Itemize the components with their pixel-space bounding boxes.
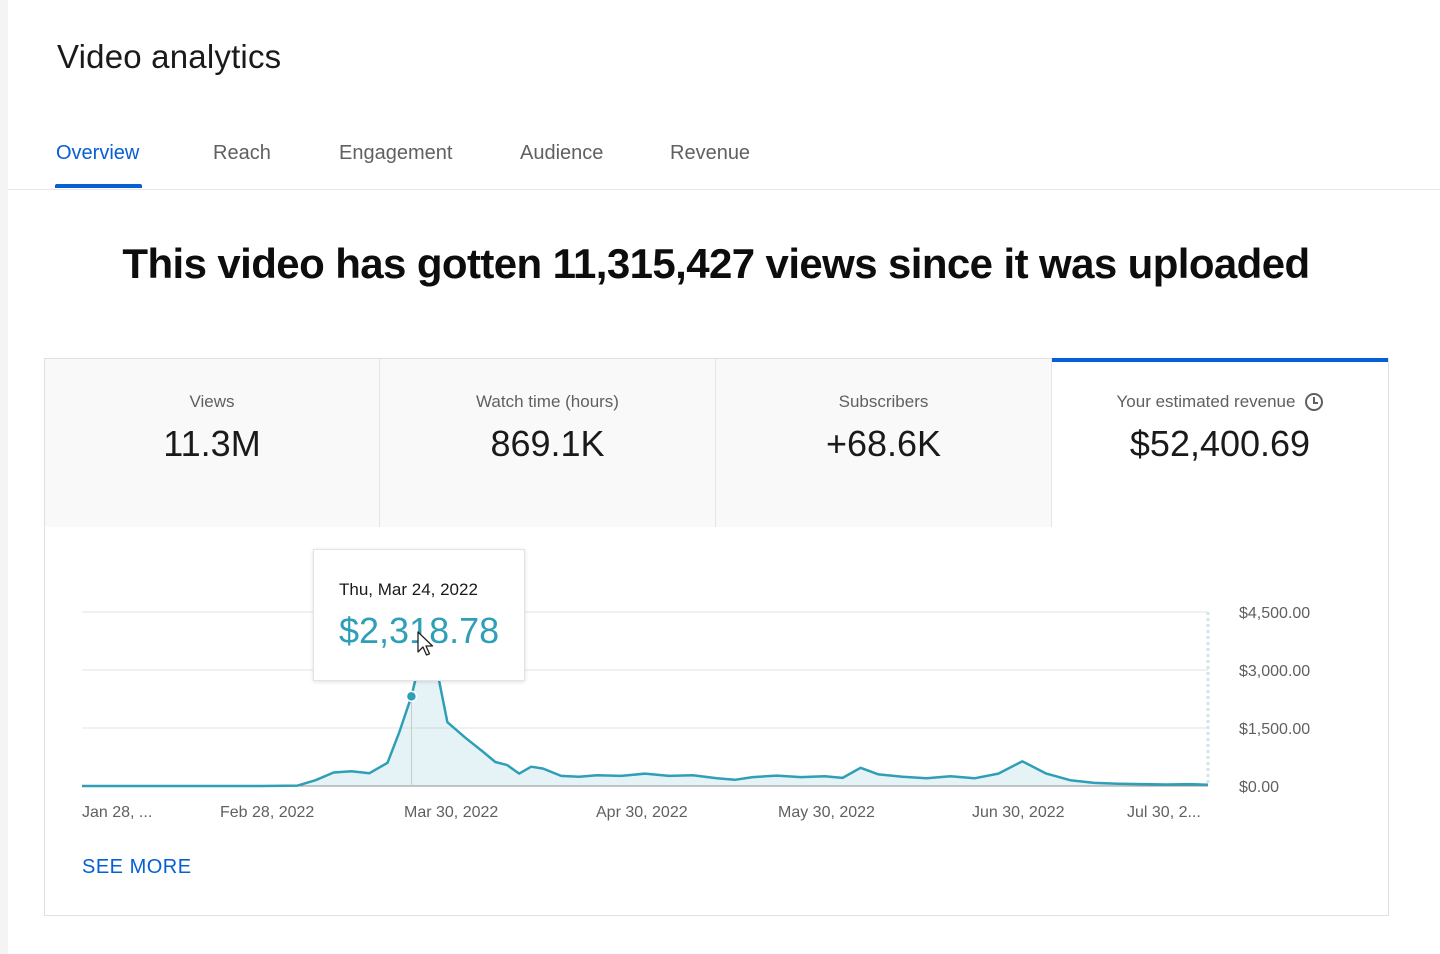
tab-overview[interactable]: Overview	[56, 142, 140, 164]
clock-icon[interactable]	[1305, 393, 1324, 411]
x-tick-label: Jun 30, 2022	[972, 804, 1065, 821]
x-tick-label: Mar 30, 2022	[404, 804, 498, 821]
tab-audience[interactable]: Audience	[520, 142, 604, 164]
tab-bar: Overview Reach Engagement Audience Reven…	[8, 118, 1440, 190]
tab-revenue[interactable]: Revenue	[670, 142, 751, 164]
metric-value: +68.6K	[825, 423, 942, 464]
metric-tabs: Views 11.3M Watch time (hours) 869.1K Su…	[45, 358, 1388, 527]
revenue-chart-svg[interactable]: $4,500.00 $3,000.00 $1,500.00 $0.00 Jan 28, …	[45, 527, 1388, 827]
metric-value: 11.3M	[163, 423, 261, 464]
metric-subscribers[interactable]: Subscribers +68.6K	[716, 359, 1052, 527]
x-tick-label: Jul 30, 2...	[1127, 804, 1201, 821]
metric-value: 869.1K	[490, 423, 605, 464]
metric-label-row: Your estimated revenue	[1052, 392, 1388, 412]
series-area	[82, 646, 1208, 786]
mouse-cursor-icon	[417, 631, 434, 656]
active-metric-indicator	[1052, 358, 1388, 362]
x-tick-label: May 30, 2022	[778, 804, 875, 821]
y-tick-label: $1,500.00	[1239, 721, 1310, 738]
x-tick-label: Jan 28, ...	[82, 804, 152, 821]
tab-engagement[interactable]: Engagement	[339, 142, 453, 164]
metric-label: Views	[189, 392, 235, 411]
chart-tooltip: Thu, Mar 24, 2022 $2,318.78	[313, 549, 525, 681]
views-headline: This video has gotten 11,315,427 views s…	[122, 240, 1310, 287]
hover-point	[405, 690, 418, 703]
tooltip-date: Thu, Mar 24, 2022	[339, 580, 478, 599]
series-line	[82, 645, 1209, 788]
metric-value: $52,400.69	[1129, 423, 1311, 464]
y-tick-label: $0.00	[1239, 779, 1279, 796]
metrics-card: Views 11.3M Watch time (hours) 869.1K Su…	[44, 358, 1389, 916]
metric-label: Your estimated revenue	[1116, 392, 1296, 411]
see-more-link[interactable]: SEE MORE	[82, 856, 192, 878]
page-title: Video analytics	[57, 38, 282, 75]
revenue-chart: $4,500.00 $3,000.00 $1,500.00 $0.00 Jan 28, …	[45, 527, 1388, 827]
y-tick-label: $3,000.00	[1239, 663, 1310, 680]
metric-views[interactable]: Views 11.3M	[45, 359, 380, 527]
x-tick-label: Apr 30, 2022	[596, 804, 688, 821]
active-tab-indicator	[55, 184, 142, 188]
metric-label: Watch time (hours)	[476, 392, 619, 411]
tab-reach[interactable]: Reach	[213, 142, 271, 164]
metric-estimated-revenue[interactable]: Your estimated revenue $52,400.69	[1052, 358, 1388, 527]
x-tick-label: Feb 28, 2022	[220, 804, 314, 821]
metric-label: Subscribers	[838, 392, 929, 411]
y-tick-label: $4,500.00	[1239, 605, 1310, 622]
metric-watch-time[interactable]: Watch time (hours) 869.1K	[380, 359, 716, 527]
analytics-page: Video analytics Overview Reach Engagemen…	[8, 0, 1440, 954]
